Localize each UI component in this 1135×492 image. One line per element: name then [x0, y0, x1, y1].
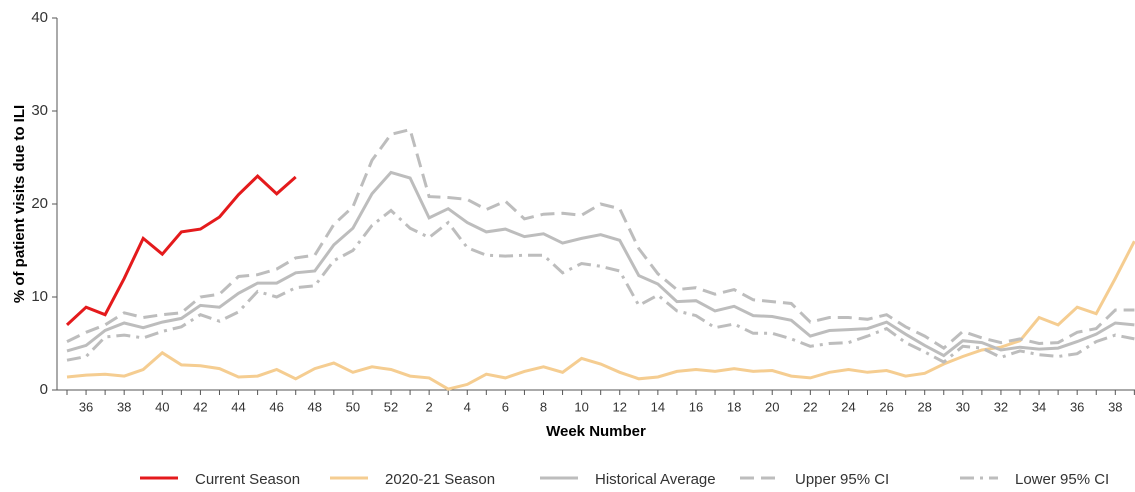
x-tick-label: 4 [464, 399, 471, 414]
y-tick-label: 30 [31, 102, 48, 119]
legend-label: 2020-21 Season [385, 471, 495, 487]
y-tick-label: 40 [31, 9, 48, 26]
x-tick-label: 20 [765, 399, 779, 414]
x-tick-label: 50 [346, 399, 360, 414]
series-line [66, 127, 1135, 350]
x-tick-label: 14 [651, 399, 665, 414]
x-tick-label: 34 [1032, 399, 1046, 414]
x-tick-label: 26 [879, 399, 893, 414]
legend-label: Historical Average [595, 471, 716, 487]
x-tick-label: 30 [956, 399, 970, 414]
series-line [65, 174, 297, 327]
legend-label: Current Season [195, 471, 300, 487]
x-tick-label: 10 [574, 399, 588, 414]
y-tick-label: 10 [31, 288, 48, 305]
x-tick-label: 38 [1108, 399, 1122, 414]
x-tick-label: 48 [308, 399, 322, 414]
x-tick-label: 18 [727, 399, 741, 414]
y-tick-label: 20 [31, 195, 48, 212]
x-tick-label: 8 [540, 399, 547, 414]
series-line [66, 170, 1135, 358]
x-tick-label: 6 [502, 399, 509, 414]
y-axis-title: % of patient visits due to ILI [11, 105, 28, 303]
x-tick-label: 12 [613, 399, 627, 414]
x-tick-label: 28 [917, 399, 931, 414]
x-tick-label: 44 [231, 399, 245, 414]
x-tick-label: 22 [803, 399, 817, 414]
x-tick-label: 46 [269, 399, 283, 414]
x-axis-title: Week Number [546, 423, 646, 440]
x-tick-label: 36 [79, 399, 93, 414]
legend-label: Lower 95% CI [1015, 471, 1109, 487]
x-tick-label: 42 [193, 399, 207, 414]
x-tick-label: 40 [155, 399, 169, 414]
legend-label: Upper 95% CI [795, 471, 889, 487]
x-tick-label: 24 [841, 399, 855, 414]
y-tick-label: 0 [40, 381, 48, 398]
x-tick-label: 36 [1070, 399, 1084, 414]
x-tick-label: 38 [117, 399, 131, 414]
series-line [66, 240, 1135, 391]
x-tick-label: 2 [426, 399, 433, 414]
x-tick-label: 16 [689, 399, 703, 414]
x-tick-label: 32 [994, 399, 1008, 414]
x-tick-label: 52 [384, 399, 398, 414]
